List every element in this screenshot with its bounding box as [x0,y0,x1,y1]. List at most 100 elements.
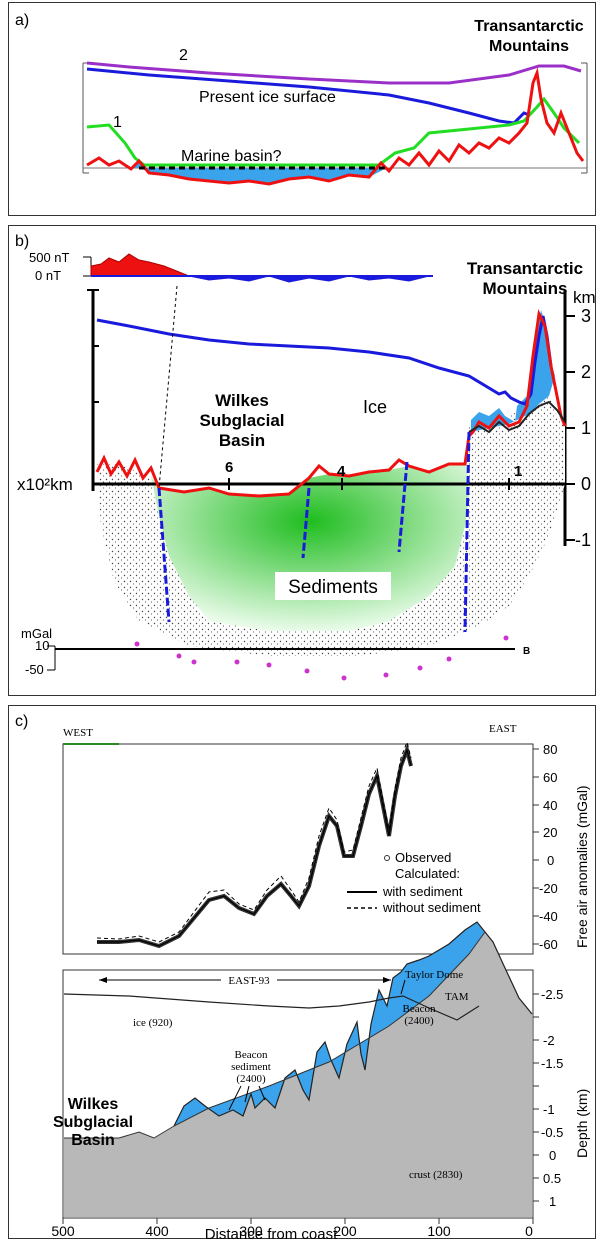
distance-axis-label: Distance from coast [205,1226,338,1240]
gy-label-m40: -40 [539,909,558,924]
dy-label-m2.5: -2.5 [541,987,563,1002]
gy-label-0: 0 [547,853,554,868]
fault-3 [397,461,409,553]
dy-label-0.5: 0.5 [543,1171,561,1186]
right-tick-label-0: 0 [581,474,591,494]
beacon-line1: Beacon [403,1003,436,1015]
basement-top-line [468,400,566,434]
section-wsb-line3: Basin [71,1132,115,1149]
taylor-dome-pointer [400,979,406,995]
grav-point [446,656,452,662]
survey-arrow-right [383,977,391,983]
gy-label-m20: -20 [539,881,558,896]
right-tick-label-2: 2 [581,362,591,382]
panel-b-ice-surface [96,315,553,406]
panel-c-label: c) [15,713,28,730]
fault-2 [301,487,311,559]
panel-a-title-line1: Transantarctic [474,18,583,35]
section-ice-surface [63,993,480,1021]
wsb-label-line3: Basin [219,431,265,450]
panel-b-bedrock [95,309,567,498]
east-label: EAST [489,723,517,735]
calc-without-sediment [96,740,412,943]
grav-10-label: 10 [35,638,49,653]
section-wsb-line1: Wilkes [68,1096,119,1113]
fault-1 [157,487,171,623]
right-tick-label-1: 1 [581,418,591,438]
grav-point [234,659,240,665]
tam-label: TAM [445,991,469,1003]
beacon-pointer-1 [228,1085,242,1111]
dx-label-100: 100 [427,1223,451,1239]
depth-axis-ticks [533,993,539,1202]
legend-without-sediment: without sediment [382,900,481,915]
marine-basin-label: Marine basin? [181,148,282,165]
observed-anomaly [97,743,413,949]
panel-a-label: a) [15,12,29,29]
basement-rock [97,394,565,656]
gy-label-80: 80 [543,742,557,757]
x-unit-label: x10²km [17,475,73,494]
grav-point [304,668,310,674]
grav-unit-label: mGal [21,626,52,641]
crust-top-line [64,931,486,1139]
curve-2-label: 2 [179,47,188,64]
beacon-sed-line2: sediment [231,1061,271,1073]
legend-observed-marker [384,855,390,861]
mag-negative-anomaly [188,275,430,283]
gy-label-20: 20 [543,825,557,840]
curve-2-purple [86,61,582,85]
grav-point [266,662,272,668]
gy-label-40: 40 [543,798,557,813]
beacon-pointer-3 [258,1085,266,1101]
bedrock-red [86,67,585,186]
dy-label-m2: -2 [543,1033,555,1048]
curve-1-green [86,96,581,167]
panel-a-title-line2: Mountains [489,38,569,55]
panel-a-figure: a) Transantarctic Mountains 2 Present ic… [15,12,588,186]
panel-b-title-line2: Mountains [483,279,568,298]
dy-label-1: 1 [549,1194,556,1209]
sediments-label: Sediments [288,577,378,598]
beacon-pointer-2 [244,1085,250,1103]
grav-point [417,665,423,671]
calc-with-sediment [97,747,412,947]
right-tick-label-3: 3 [581,306,591,326]
beacon-fill [174,922,485,1126]
survey-arrow-left [99,977,107,983]
mag-correlation-line [158,285,178,489]
mag-0-label: 0 nT [35,268,61,283]
grav-point [341,675,347,681]
panel-b-figure: b) 500 nT 0 nT Transantarctic Mountains … [15,233,596,681]
grav-point [383,672,389,678]
x-tick-label-6: 6 [225,459,233,476]
dy-label-0: 0 [549,1148,556,1163]
taylor-dome-label: Taylor Dome [405,969,463,981]
dx-label-200: 200 [333,1223,357,1239]
dy-label-m1.5: -1.5 [541,1056,563,1071]
legend-with-sediment: with sediment [382,884,463,899]
panel-c-figure: c) WEST EAST 80 60 40 20 0 -20 -40 -60 F… [15,713,590,1240]
grav-point [503,635,509,641]
west-label: WEST [63,727,93,739]
gravity-y-axis-label: Free air anomalies (mGal) [574,785,590,948]
bed-profile [173,921,533,1127]
panel-b-ice-label: Ice [363,397,387,417]
survey-label-bg [221,973,277,987]
panel-b-title-line1: Transantarctic [467,259,583,278]
profile-end-label: B [523,646,530,657]
legend-calculated: Calculated: [395,866,460,881]
dy-label-m1: -1 [543,1102,555,1117]
panel-a: a) Transantarctic Mountains 2 Present ic… [8,2,596,216]
fault-4 [463,431,471,633]
right-tick-label-m1: -1 [575,530,591,550]
mag-500-label: 500 nT [29,250,70,265]
gy-label-m60: -60 [539,937,558,952]
panel-b: b) 500 nT 0 nT Transantarctic Mountains … [8,225,596,696]
depth-axis-label: Depth (km) [574,1089,590,1158]
gravity-plot-frame [62,743,534,955]
curve-1-label: 1 [113,114,122,131]
grav-point [176,653,182,659]
dx-label-400: 400 [145,1223,169,1239]
beacon-sed-line3: (2400) [236,1073,266,1085]
